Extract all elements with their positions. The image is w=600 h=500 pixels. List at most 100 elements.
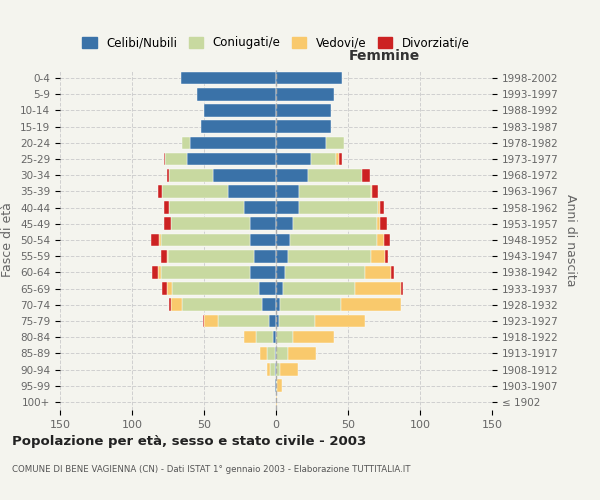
Bar (276, 266, 284, 278)
Bar (273, 331, 276, 344)
Bar (161, 250, 167, 262)
Bar (162, 282, 167, 295)
Bar (268, 363, 270, 376)
Bar (377, 234, 384, 246)
Bar (203, 314, 204, 328)
Bar (259, 282, 276, 295)
Bar (187, 152, 276, 166)
Bar (182, 298, 262, 311)
Y-axis label: Fasce di età: Fasce di età (1, 202, 14, 278)
Bar (341, 298, 401, 311)
Bar (276, 396, 277, 408)
Bar (276, 363, 280, 376)
Bar (276, 104, 331, 117)
Bar (276, 218, 293, 230)
Bar (337, 152, 340, 166)
Bar (171, 298, 182, 311)
Bar (197, 88, 276, 101)
Bar (164, 218, 171, 230)
Bar (161, 266, 250, 278)
Bar (164, 202, 169, 214)
Bar (362, 169, 370, 181)
Bar (151, 234, 160, 246)
Bar (167, 169, 169, 181)
Bar (371, 185, 373, 198)
Bar (308, 169, 362, 181)
Bar (250, 218, 276, 230)
Bar (169, 202, 244, 214)
Bar (293, 331, 334, 344)
Bar (371, 250, 385, 262)
Bar (276, 347, 287, 360)
Bar (190, 136, 276, 149)
Bar (158, 266, 161, 278)
Bar (380, 218, 387, 230)
Bar (315, 314, 365, 328)
Bar (378, 202, 380, 214)
Bar (167, 250, 168, 262)
Bar (340, 152, 342, 166)
Bar (229, 185, 276, 198)
Bar (167, 282, 172, 295)
Bar (284, 266, 365, 278)
Bar (276, 88, 334, 101)
Bar (276, 298, 280, 311)
Bar (269, 314, 276, 328)
Bar (254, 250, 276, 262)
Bar (401, 282, 403, 295)
Bar (268, 347, 275, 360)
Bar (355, 282, 401, 295)
Bar (182, 136, 190, 149)
Bar (244, 202, 276, 214)
Bar (250, 234, 276, 246)
Bar (276, 120, 331, 133)
Bar (276, 234, 290, 246)
Bar (204, 104, 276, 117)
Bar (276, 202, 299, 214)
Bar (293, 218, 377, 230)
Bar (164, 152, 165, 166)
Text: Femmine: Femmine (349, 49, 419, 63)
Bar (276, 250, 287, 262)
Bar (162, 185, 229, 198)
Bar (275, 380, 276, 392)
Bar (270, 363, 275, 376)
Text: COMUNE DI BENE VAGIENNA (CN) - Dati ISTAT 1° gennaio 2003 - Elaborazione TUTTITA: COMUNE DI BENE VAGIENNA (CN) - Dati ISTA… (12, 465, 410, 474)
Bar (280, 363, 298, 376)
Bar (275, 347, 276, 360)
Bar (326, 136, 344, 149)
Bar (212, 169, 276, 181)
Bar (165, 152, 187, 166)
Bar (276, 282, 283, 295)
Bar (384, 234, 390, 246)
Bar (283, 282, 355, 295)
Bar (160, 234, 161, 246)
Bar (380, 202, 384, 214)
Bar (181, 72, 276, 85)
Bar (204, 314, 218, 328)
Bar (276, 185, 299, 198)
Bar (260, 347, 268, 360)
Bar (299, 202, 378, 214)
Bar (287, 347, 316, 360)
Bar (287, 250, 371, 262)
Bar (152, 266, 158, 278)
Bar (250, 266, 276, 278)
Bar (276, 380, 277, 392)
Bar (385, 250, 388, 262)
Bar (169, 298, 171, 311)
Bar (276, 169, 308, 181)
Bar (168, 250, 254, 262)
Bar (276, 314, 279, 328)
Bar (158, 185, 162, 198)
Bar (244, 331, 256, 344)
Bar (276, 72, 342, 85)
Bar (277, 380, 282, 392)
Bar (290, 234, 377, 246)
Bar (377, 218, 380, 230)
Bar (218, 314, 269, 328)
Bar (161, 234, 250, 246)
Y-axis label: Anni di nascita: Anni di nascita (563, 194, 577, 286)
Bar (256, 331, 273, 344)
Bar (201, 120, 276, 133)
